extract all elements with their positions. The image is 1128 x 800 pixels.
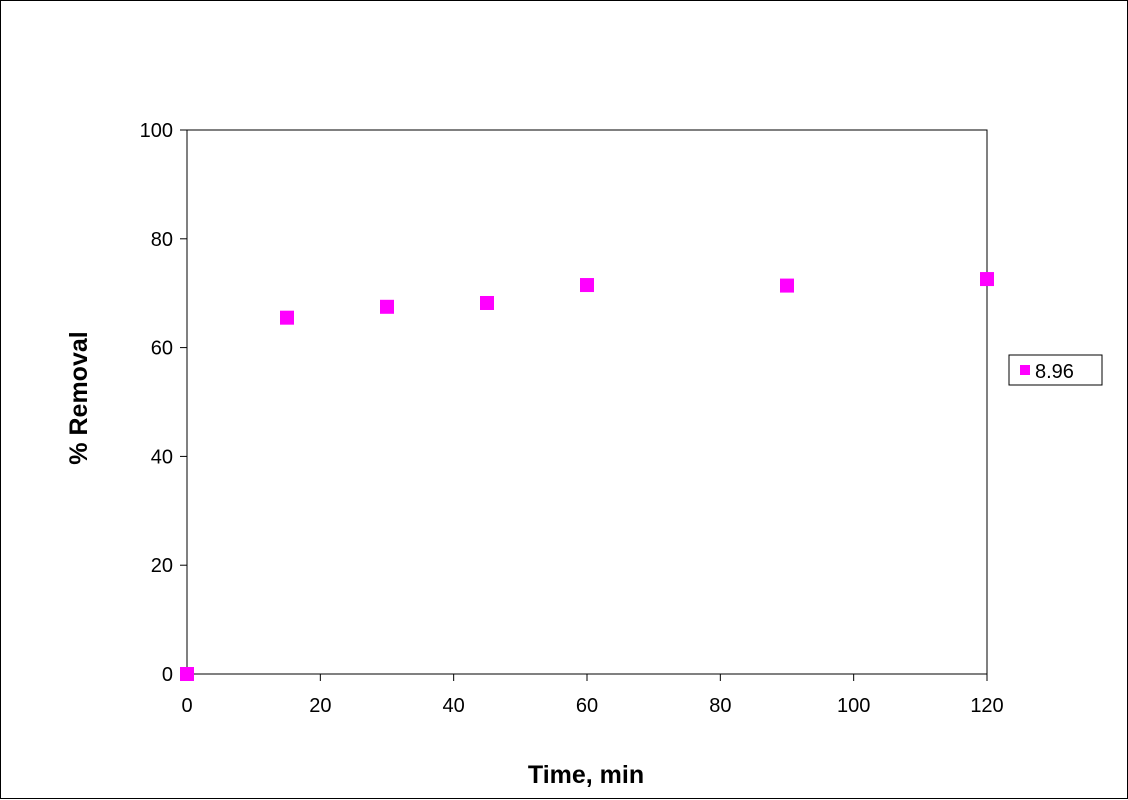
- y-tick-label: 20: [151, 555, 173, 577]
- data-points: [180, 272, 994, 681]
- x-axis-ticks: 0 20 40 60 80 100 120: [181, 674, 1004, 717]
- data-point: [780, 278, 794, 293]
- plot-frame: [186, 129, 988, 675]
- x-tick-label: 60: [576, 695, 598, 717]
- y-axis-ticks: 0 20 40 60 80 100: [140, 120, 187, 686]
- data-point: [480, 295, 494, 310]
- y-tick-label: 100: [140, 120, 173, 142]
- legend-marker: [1020, 365, 1030, 375]
- x-tick-label: 20: [309, 695, 331, 717]
- data-point: [980, 272, 994, 287]
- x-tick-label: 80: [709, 695, 731, 717]
- x-tick-label: 120: [970, 695, 1003, 717]
- y-tick-label: 60: [151, 338, 173, 360]
- x-axis-title: Time, min: [528, 761, 644, 789]
- data-point: [280, 310, 294, 325]
- y-axis-title: % Removal: [65, 331, 93, 464]
- y-tick-label: 80: [151, 229, 173, 251]
- x-tick-label: 100: [837, 695, 870, 717]
- legend: 8.96: [1008, 354, 1103, 386]
- x-tick-label: 40: [443, 695, 465, 717]
- x-tick-label: 0: [181, 695, 192, 717]
- y-tick-label: 40: [151, 446, 173, 468]
- y-tick-label: 0: [162, 664, 173, 686]
- data-point: [380, 299, 394, 314]
- data-point: [580, 278, 594, 293]
- data-point: [180, 667, 194, 681]
- legend-label: 8.96: [1035, 361, 1074, 383]
